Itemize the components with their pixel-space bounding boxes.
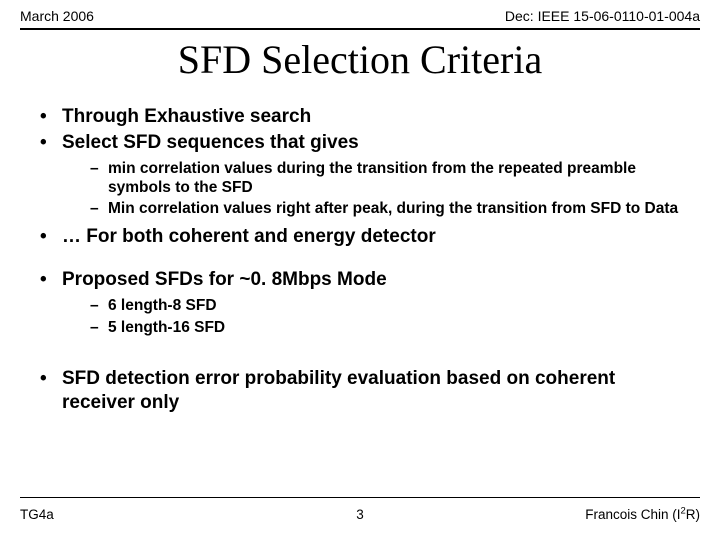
slide-footer: TG4a 3 Francois Chin (I2R) — [20, 507, 700, 522]
sub-bullet-text: Min correlation values right after peak,… — [108, 200, 678, 217]
sub-bullet-item: Min correlation values right after peak,… — [90, 199, 690, 218]
slide-title: SFD Selection Criteria — [0, 36, 720, 83]
bullet-item: … For both coherent and energy detector — [40, 225, 690, 249]
sub-bullet-item: 6 length-8 SFD — [90, 296, 690, 315]
header-left: March 2006 — [20, 8, 94, 24]
bullet-text: SFD detection error probability evaluati… — [62, 368, 615, 413]
bullet-item: Select SFD sequences that gives min corr… — [40, 131, 690, 219]
sub-bullet-text: 5 length-16 SFD — [108, 319, 225, 336]
sub-bullet-list: 6 length-8 SFD 5 length-16 SFD — [62, 296, 690, 337]
sub-bullet-text: 6 length-8 SFD — [108, 297, 217, 314]
slide-header: March 2006 Dec: IEEE 15-06-0110-01-004a — [20, 8, 700, 24]
bullet-text: … For both coherent and energy detector — [62, 226, 436, 247]
sub-bullet-item: min correlation values during the transi… — [90, 159, 690, 198]
bullet-item: SFD detection error probability evaluati… — [40, 367, 690, 415]
sub-bullet-list: min correlation values during the transi… — [62, 159, 690, 219]
slide: March 2006 Dec: IEEE 15-06-0110-01-004a … — [0, 0, 720, 540]
bullet-text: Select SFD sequences that gives — [62, 132, 359, 153]
bullet-list: Through Exhaustive search Select SFD seq… — [40, 105, 690, 248]
sub-bullet-text: min correlation values during the transi… — [108, 160, 636, 196]
footer-rule — [20, 497, 700, 498]
footer-page-number: 3 — [20, 507, 700, 522]
bullet-item: Proposed SFDs for ~0. 8Mbps Mode 6 lengt… — [40, 268, 690, 337]
spacer — [40, 250, 690, 268]
bullet-item: Through Exhaustive search — [40, 105, 690, 129]
header-right: Dec: IEEE 15-06-0110-01-004a — [505, 8, 700, 24]
bullet-list: SFD detection error probability evaluati… — [40, 367, 690, 415]
bullet-list: Proposed SFDs for ~0. 8Mbps Mode 6 lengt… — [40, 268, 690, 337]
slide-body: Through Exhaustive search Select SFD seq… — [40, 105, 690, 416]
header-rule — [20, 28, 700, 30]
sub-bullet-item: 5 length-16 SFD — [90, 318, 690, 337]
spacer — [40, 343, 690, 367]
bullet-text: Proposed SFDs for ~0. 8Mbps Mode — [62, 269, 387, 290]
bullet-text: Through Exhaustive search — [62, 106, 311, 127]
